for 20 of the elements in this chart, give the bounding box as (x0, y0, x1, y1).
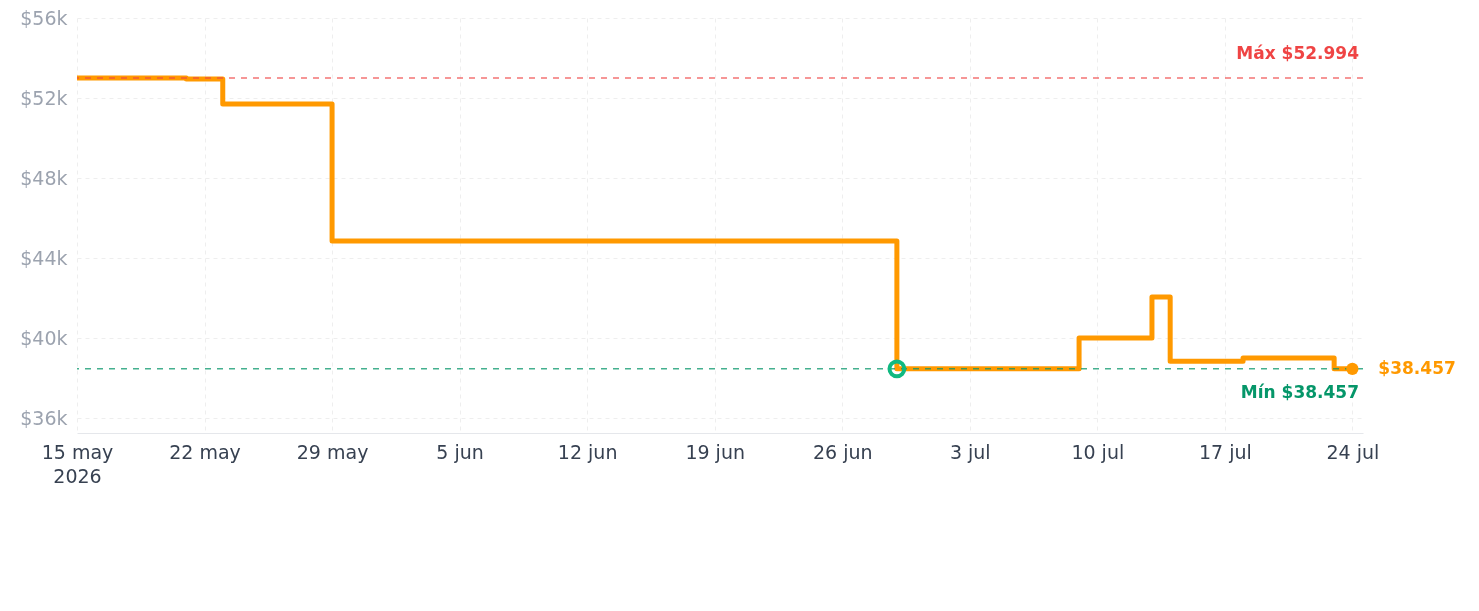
x-tick-label: 5 jun (436, 440, 484, 463)
x-tick-label: 3 jul (949, 440, 991, 463)
x-tick-label: 10 jul (1071, 440, 1125, 463)
x-tick-label: 24 jul (1326, 440, 1380, 463)
x-tick-label: 29 may (296, 440, 369, 463)
y-tick-label: $44k (20, 246, 68, 269)
ref-line-label: Mín $38.457 (1240, 381, 1359, 402)
x-tick-label: 19 jun (685, 440, 745, 463)
y-tick-label: $36k (20, 406, 68, 429)
x-tick-label: 15 may 2026 (41, 440, 114, 487)
y-tick-label: $52k (20, 86, 68, 109)
ref-line-label: Máx $52.994 (1236, 43, 1360, 64)
x-tick-label: 26 jun (812, 440, 873, 463)
y-tick-label: $40k (20, 326, 68, 349)
x-tick-label: 12 jun (557, 440, 618, 463)
y-tick-label: $56k (20, 6, 68, 29)
data-label: $38.457 (1378, 357, 1456, 378)
x-tick-label: 22 may (169, 440, 241, 463)
y-tick-label: $48k (20, 166, 68, 189)
x-tick-label: 17 jul (1198, 440, 1252, 463)
